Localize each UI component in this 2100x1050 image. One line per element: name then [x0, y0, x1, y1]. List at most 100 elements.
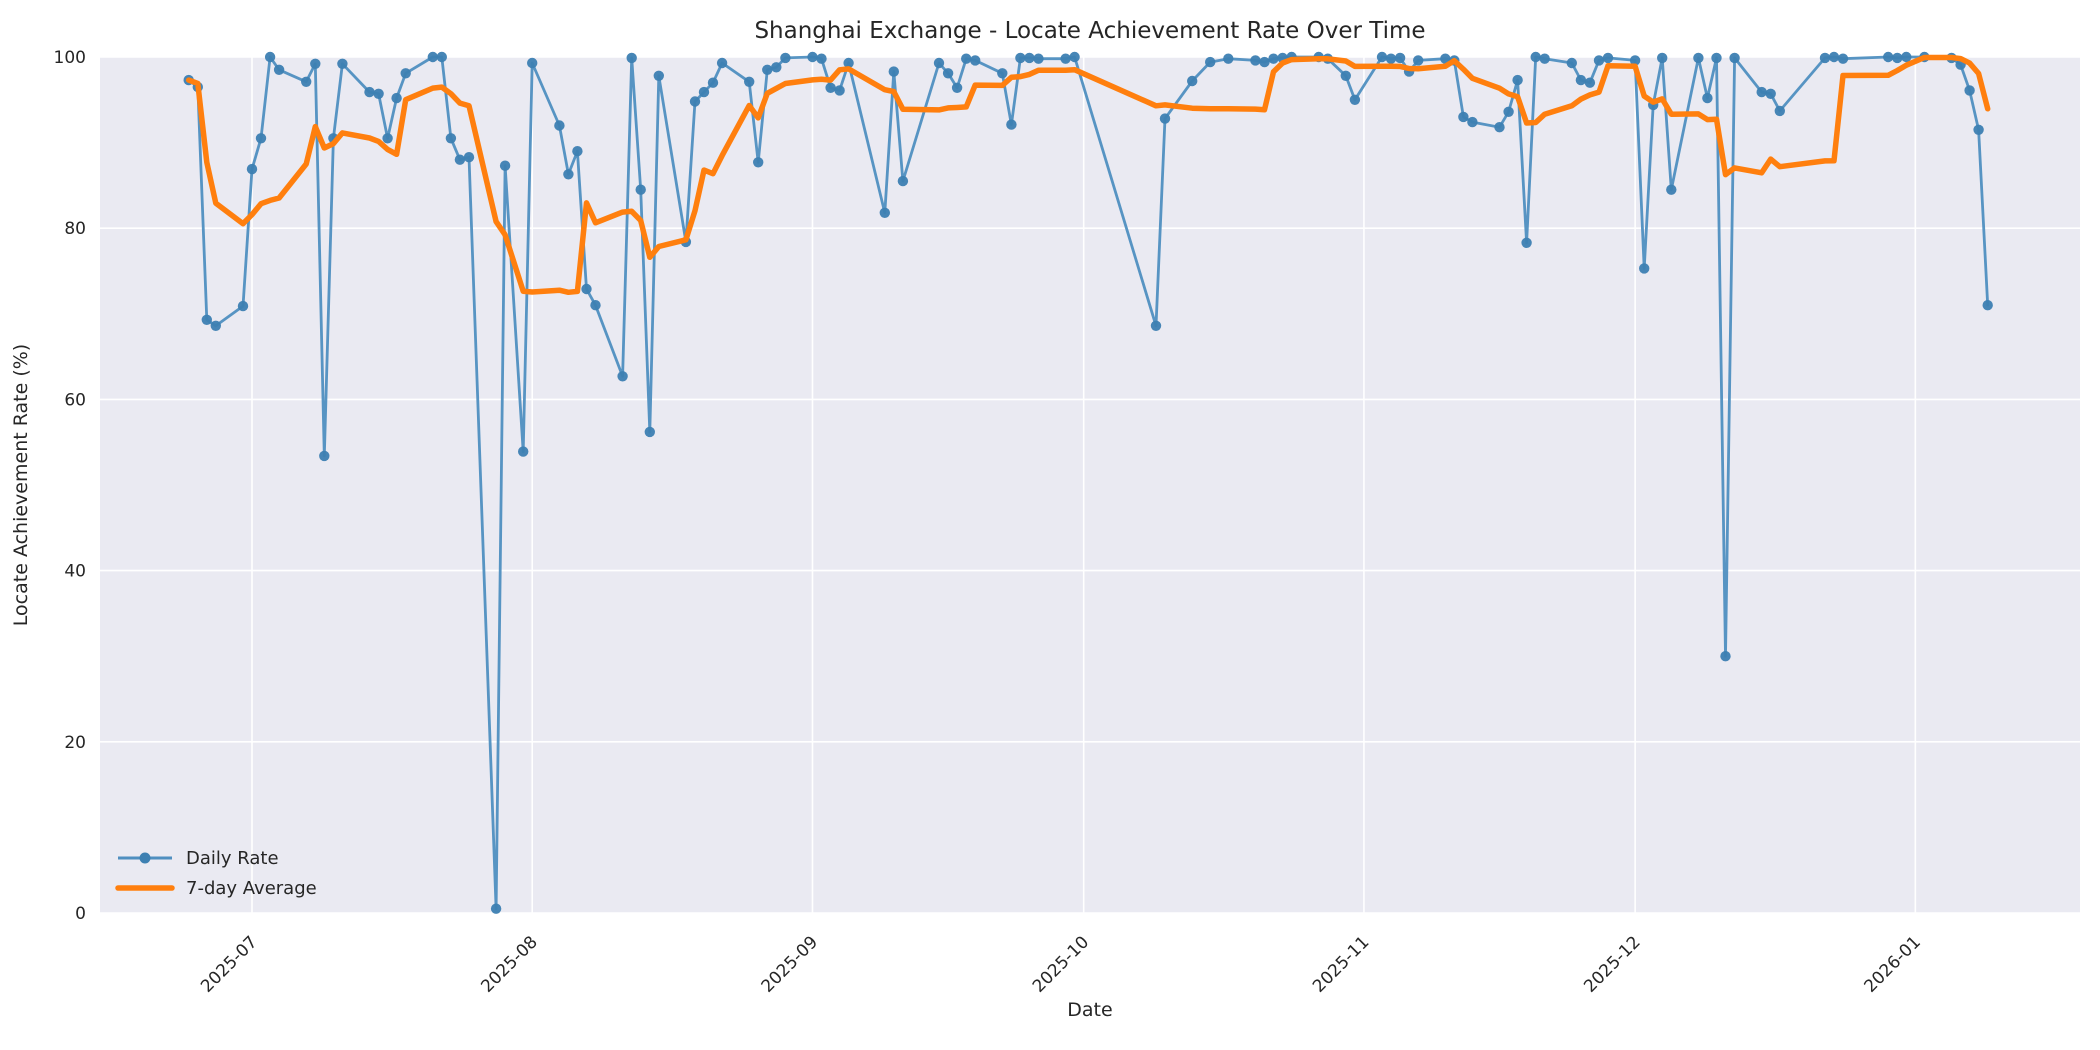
- daily-rate-marker: [1539, 53, 1550, 64]
- daily-rate-marker: [1584, 77, 1596, 88]
- daily-rate-marker: [1756, 86, 1767, 98]
- daily-rate-marker: [1657, 52, 1668, 64]
- daily-rate-marker: [237, 300, 249, 312]
- daily-rate-marker: [771, 62, 782, 73]
- daily-rate-marker: [1340, 70, 1352, 82]
- daily-rate-marker: [762, 64, 773, 76]
- daily-rate-marker: [843, 57, 854, 69]
- daily-rate-marker: [590, 300, 601, 311]
- daily-rate-marker: [499, 160, 511, 171]
- daily-rate-marker: [518, 446, 529, 457]
- daily-rate-marker: [942, 68, 954, 79]
- daily-rate-marker: [970, 55, 981, 66]
- daily-rate-marker: [1376, 51, 1388, 63]
- daily-rate-marker: [246, 163, 258, 175]
- daily-rate-marker: [1530, 51, 1541, 63]
- daily-rate-marker: [1006, 119, 1017, 130]
- y-axis-label: Locate Achievement Rate (%): [10, 344, 32, 626]
- chart-title: Shanghai Exchange - Locate Achievement R…: [754, 18, 1425, 44]
- daily-rate-marker: [1440, 53, 1451, 64]
- daily-rate-marker: [1901, 51, 1912, 63]
- legend-item-7day-average: 7-day Average: [115, 878, 317, 899]
- daily-rate-marker: [255, 133, 267, 144]
- y-tick-label: 40: [64, 562, 86, 582]
- daily-rate-marker: [1494, 122, 1505, 133]
- daily-rate-marker: [1250, 55, 1261, 66]
- daily-rate-marker: [1259, 56, 1270, 68]
- daily-rate-marker: [816, 53, 827, 64]
- daily-rate-marker: [1521, 237, 1532, 248]
- daily-rate-marker: [707, 77, 719, 88]
- daily-rate-marker: [337, 58, 348, 69]
- daily-rate-marker: [364, 86, 375, 98]
- legend-item-daily-rate: Daily Rate: [118, 848, 279, 869]
- series-layer: [183, 51, 1993, 914]
- daily-rate-marker: [1150, 320, 1162, 331]
- daily-rate-marker: [716, 57, 728, 69]
- x-tick-label: 2025-09: [758, 932, 822, 996]
- daily-rate-marker: [1973, 124, 1984, 135]
- daily-rate-marker: [1883, 51, 1894, 63]
- daily-rate-marker: [961, 53, 972, 64]
- daily-rate-marker: [1349, 94, 1361, 106]
- x-axis-label: Date: [1067, 999, 1112, 1021]
- x-tick-label: 2026-01: [1861, 932, 1925, 996]
- x-tick-label: 2025-12: [1580, 932, 1644, 996]
- daily-rate-marker: [626, 52, 637, 64]
- daily-rate-marker: [1223, 53, 1234, 64]
- daily-rate-marker: [997, 68, 1008, 79]
- daily-rate-marker: [1566, 57, 1578, 69]
- daily-rate-marker: [382, 133, 393, 144]
- daily-rate-marker: [201, 314, 212, 325]
- daily-rate-marker: [1720, 651, 1731, 662]
- seven-day-average-line: [185, 54, 1991, 296]
- daily-rate-marker: [264, 51, 276, 63]
- y-tick-label: 80: [64, 219, 86, 239]
- daily-rate-marker: [210, 320, 221, 331]
- x-tick-label: 2025-08: [477, 932, 541, 996]
- daily-rate-marker: [1982, 300, 1993, 311]
- daily-rate-marker: [1711, 52, 1722, 64]
- daily-rate-marker: [1593, 55, 1605, 66]
- daily-rate-marker: [698, 86, 710, 98]
- daily-rate-marker: [617, 371, 628, 382]
- daily-rate-marker: [391, 92, 402, 104]
- daily-rate-marker: [563, 169, 574, 180]
- daily-rate-marker: [527, 57, 538, 69]
- daily-rate-marker: [1268, 53, 1279, 64]
- daily-rate-marker: [1015, 52, 1026, 64]
- daily-rate-marker: [1765, 88, 1776, 100]
- daily-rate-marker: [1385, 53, 1397, 64]
- plot-area: [100, 57, 2080, 913]
- daily-rate-marker: [1187, 75, 1198, 87]
- daily-rate-marker: [1069, 51, 1080, 63]
- x-tick-label: 2025-10: [1029, 932, 1093, 996]
- daily-rate-marker: [1666, 184, 1677, 195]
- daily-rate-marker: [1575, 74, 1587, 86]
- daily-rate-marker: [1205, 56, 1216, 68]
- daily-rate-marker: [1828, 51, 1840, 63]
- daily-rate-marker: [1159, 113, 1171, 124]
- daily-rate-marker: [879, 207, 890, 218]
- daily-rate-marker: [1512, 74, 1523, 86]
- daily-rate-legend-marker: [139, 852, 151, 864]
- daily-rate-marker: [653, 70, 664, 82]
- avg-legend-label: 7-day Average: [186, 878, 317, 899]
- daily-rate-marker: [427, 51, 438, 63]
- daily-rate-marker: [933, 57, 945, 69]
- daily-rate-marker: [445, 133, 457, 144]
- daily-rate-marker: [644, 426, 655, 438]
- y-tick-label: 60: [64, 390, 86, 410]
- daily-rate-marker: [1819, 52, 1831, 64]
- y-tick-label: 0: [75, 904, 86, 924]
- daily-rate-marker: [951, 82, 963, 94]
- daily-rate-marker: [436, 51, 447, 63]
- y-tick-label: 100: [54, 48, 86, 68]
- x-tick-label: 2025-11: [1309, 932, 1373, 996]
- daily-rate-marker: [400, 68, 411, 79]
- daily-rate-marker: [1503, 106, 1514, 118]
- daily-rate-marker: [490, 903, 502, 914]
- daily-rate-marker: [753, 157, 764, 168]
- daily-rate-marker: [554, 120, 565, 131]
